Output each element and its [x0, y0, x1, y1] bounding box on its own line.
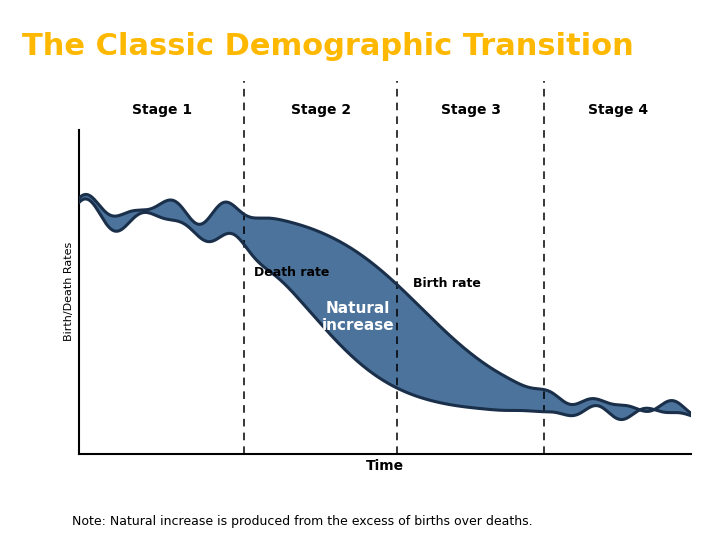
Text: Death rate: Death rate: [253, 266, 329, 279]
Text: The Classic Demographic Transition: The Classic Demographic Transition: [22, 31, 634, 60]
Text: Stage 3: Stage 3: [441, 103, 501, 117]
Text: Stage 2: Stage 2: [291, 103, 351, 117]
Text: Stage 1: Stage 1: [132, 103, 192, 117]
X-axis label: Time: Time: [366, 459, 404, 473]
Y-axis label: Birth/Death Rates: Birth/Death Rates: [63, 242, 73, 341]
Text: Birth rate: Birth rate: [413, 277, 481, 290]
Text: Natural
increase: Natural increase: [321, 301, 394, 333]
Text: Note: Natural increase is produced from the excess of births over deaths.: Note: Natural increase is produced from …: [72, 515, 533, 528]
Text: Stage 4: Stage 4: [588, 103, 648, 117]
